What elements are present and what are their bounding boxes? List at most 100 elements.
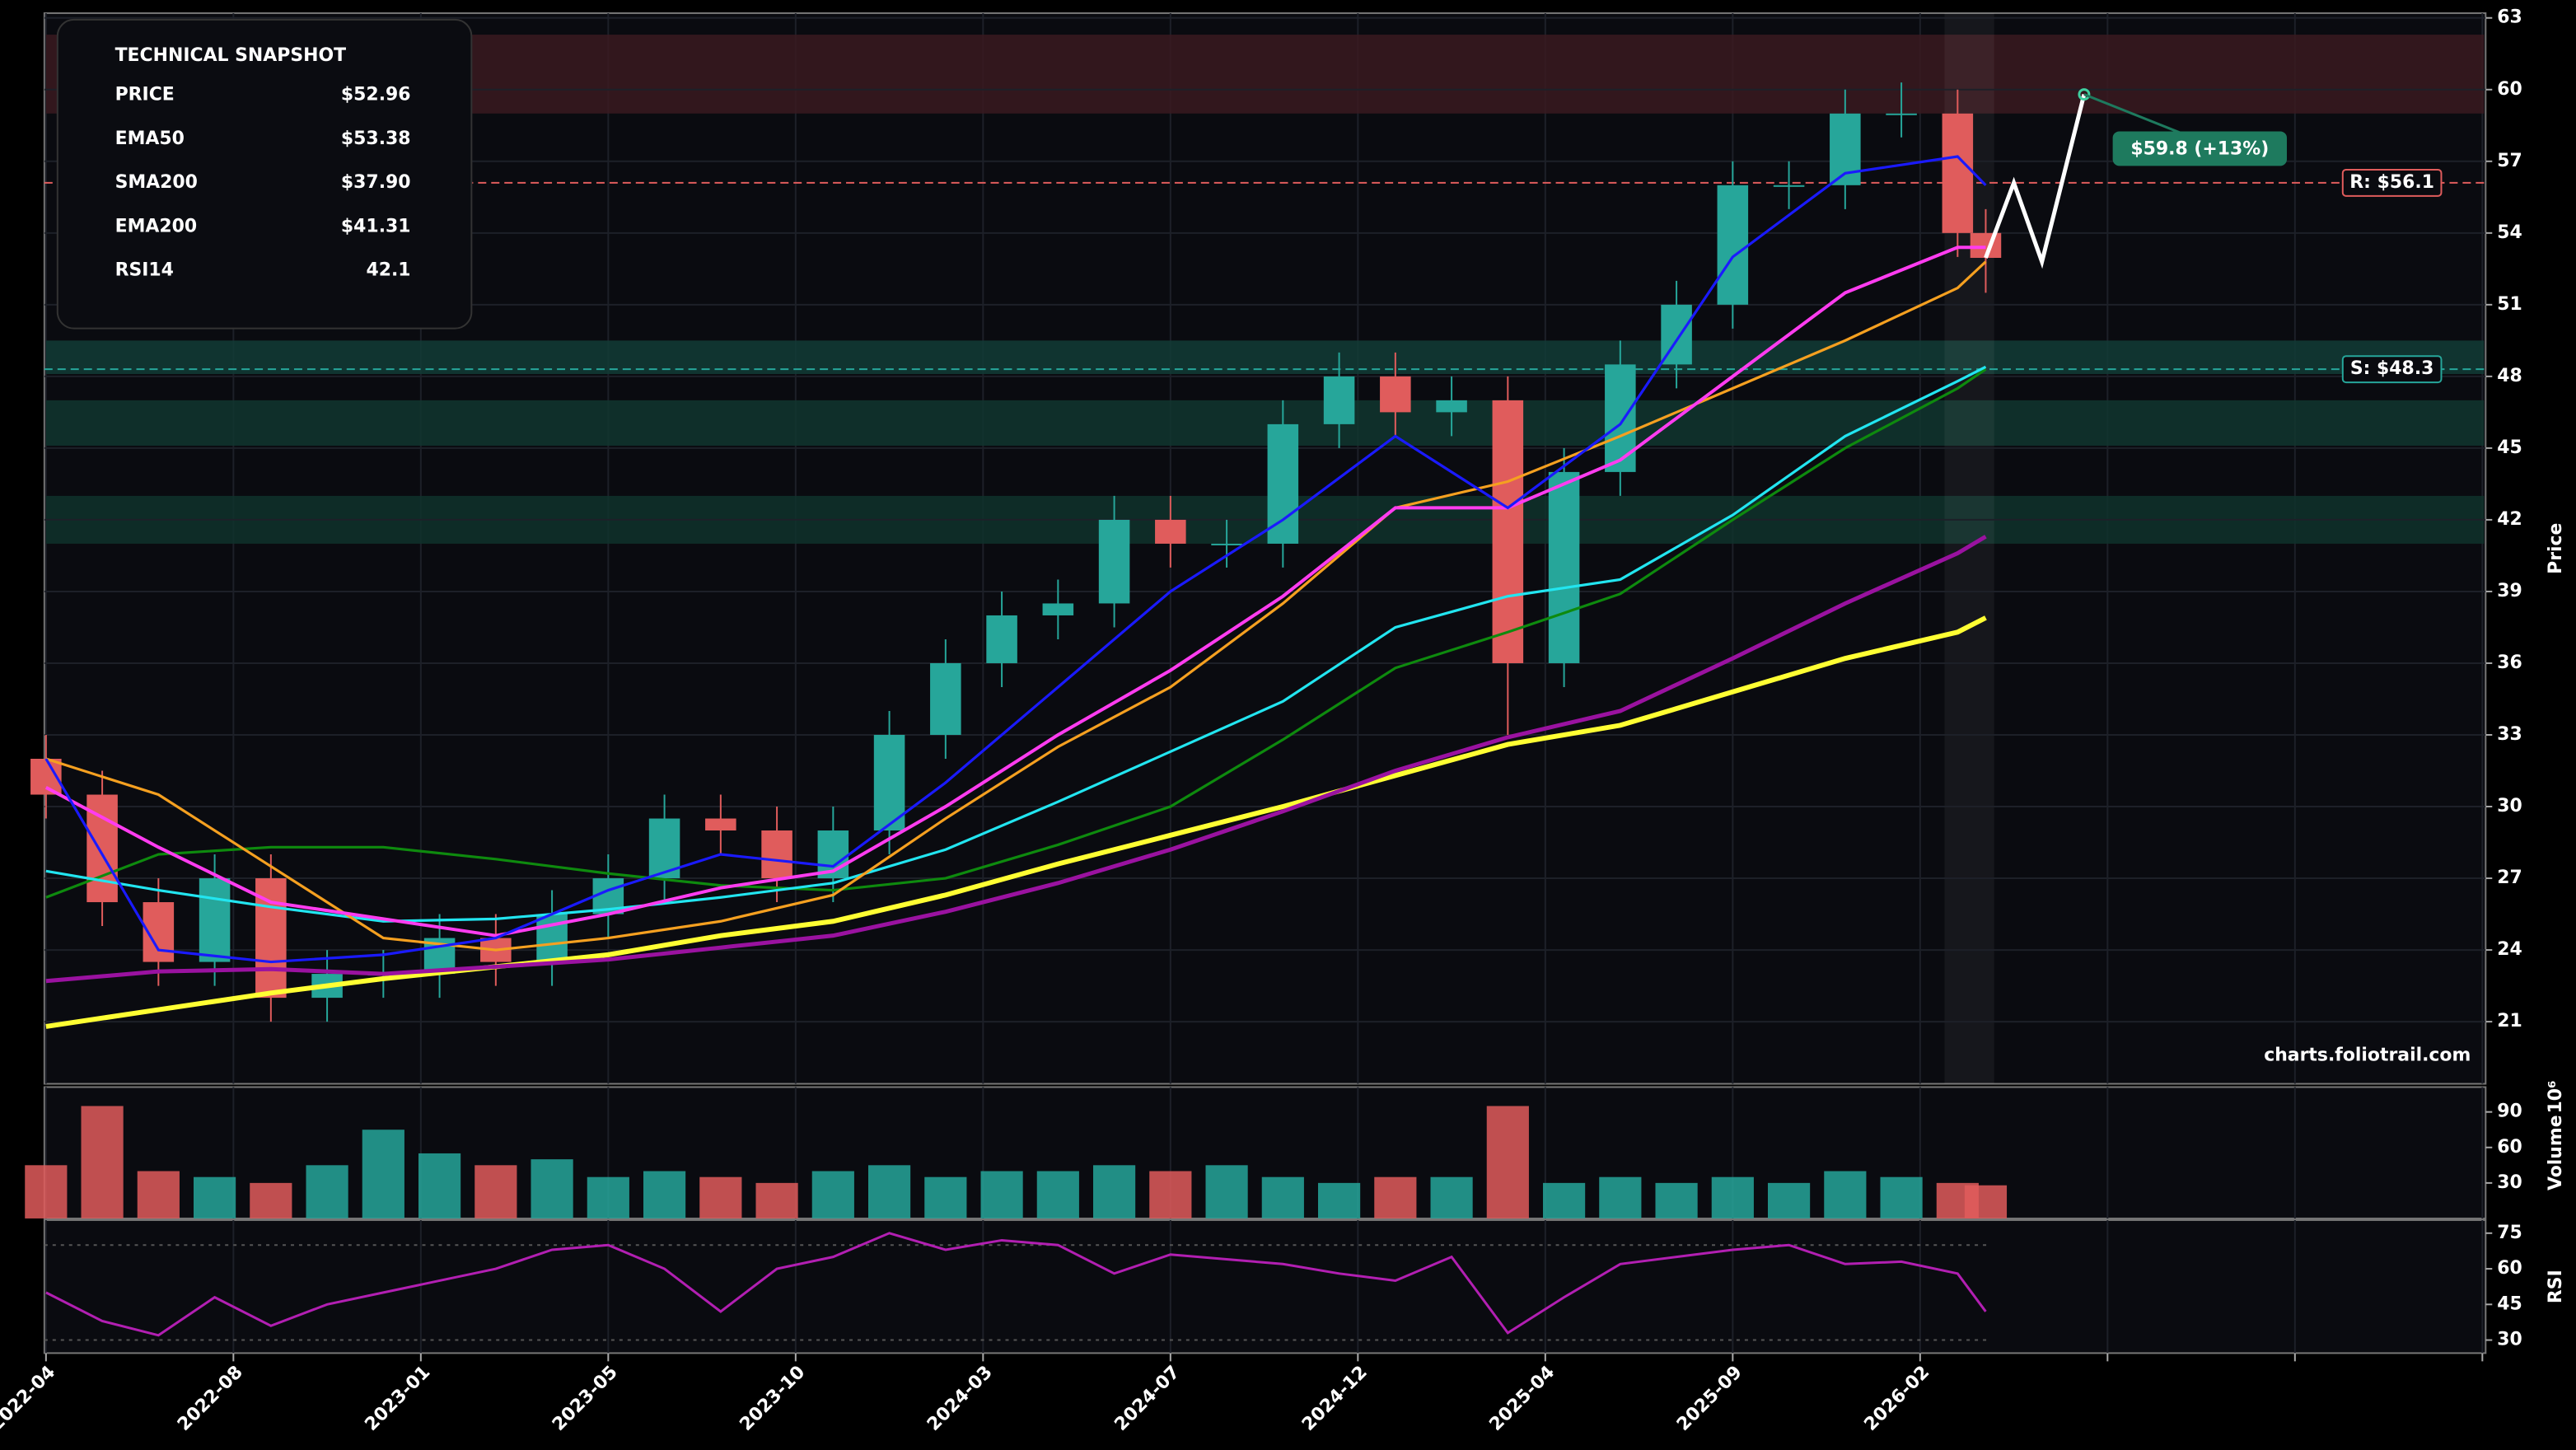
watermark: charts.foliotrail.com xyxy=(2264,1045,2471,1066)
snapshot-panel: TECHNICAL SNAPSHOT PRICE $52.96 EMA50 $53.38… xyxy=(56,18,473,330)
volume-bar xyxy=(1261,1176,1304,1218)
volume-bar xyxy=(1149,1171,1192,1218)
volume-bar xyxy=(1880,1176,1923,1218)
y-tick-label: 24 xyxy=(2497,939,2522,960)
volume-bar xyxy=(1374,1176,1417,1218)
y-tick-label: 42 xyxy=(2497,509,2522,530)
level-label: R: $56.1 xyxy=(2349,172,2434,193)
ma-line xyxy=(45,615,1987,1029)
y-tick-label: 48 xyxy=(2497,366,2522,386)
candle-body xyxy=(873,734,905,831)
y-tick-label: 51 xyxy=(2497,294,2522,315)
y-tick-label: 60 xyxy=(2497,79,2522,100)
volume-bar xyxy=(193,1176,236,1218)
snapshot-label: EMA200 xyxy=(115,216,198,236)
snapshot-value: $53.38 xyxy=(341,129,411,149)
snapshot-value: $37.90 xyxy=(341,172,411,193)
projection-line xyxy=(1984,93,2087,269)
y-axis-label: Price xyxy=(2546,523,2566,574)
y-tick-label: 27 xyxy=(2497,868,2522,888)
ma-line xyxy=(44,155,1987,964)
volume-bar xyxy=(137,1171,180,1218)
ma-line xyxy=(45,367,1987,899)
candle-body xyxy=(930,662,961,735)
candle-body xyxy=(1436,400,1467,413)
volume-scale-label: 10⁶ xyxy=(2546,1080,2566,1113)
snapshot-label: SMA200 xyxy=(115,172,198,193)
candle-body xyxy=(1548,471,1580,663)
volume-bar xyxy=(867,1165,911,1218)
candle-body xyxy=(1323,376,1355,424)
y-axis-label: Volume xyxy=(2546,1115,2566,1190)
snapshot-label: EMA50 xyxy=(115,129,185,149)
annotation-leader xyxy=(2083,93,2186,136)
snapshot-value: $52.96 xyxy=(341,85,411,105)
candle-body xyxy=(986,615,1017,663)
snapshot-box xyxy=(56,18,473,330)
candle-body xyxy=(1380,376,1411,413)
level-label: S: $48.3 xyxy=(2350,358,2434,379)
snapshot-value: 42.1 xyxy=(366,260,410,280)
volume-bar xyxy=(699,1176,742,1218)
volume-bar xyxy=(1599,1176,1642,1218)
y-tick-label: 63 xyxy=(2497,7,2522,28)
snapshot-value: $41.31 xyxy=(341,216,411,236)
level-label-box xyxy=(2341,168,2443,197)
volume-bar xyxy=(980,1171,1023,1218)
volume-bar xyxy=(1542,1182,1586,1218)
candle-body xyxy=(1492,400,1524,663)
candle-body xyxy=(1773,185,1805,187)
volume-bar xyxy=(81,1106,124,1218)
y-tick-label: 45 xyxy=(2497,1293,2522,1314)
y-tick-label: 30 xyxy=(2497,1172,2522,1193)
volume-bar xyxy=(811,1171,854,1218)
volume-bar xyxy=(1711,1176,1754,1218)
y-tick-label: 45 xyxy=(2497,437,2522,458)
volume-bar xyxy=(1430,1176,1473,1218)
projection-target xyxy=(2078,88,2091,101)
volume-bar xyxy=(25,1165,68,1218)
volume-bar xyxy=(1767,1182,1811,1218)
y-tick-label: 57 xyxy=(2497,151,2522,171)
level-label-box xyxy=(2341,355,2443,384)
volume-bar xyxy=(1036,1171,1079,1218)
candle-body xyxy=(1211,543,1242,545)
y-tick-label: 90 xyxy=(2497,1102,2522,1122)
volume-bar xyxy=(306,1165,348,1218)
candle-body xyxy=(1942,113,1974,233)
volume-bar xyxy=(755,1182,798,1218)
candle-body xyxy=(1886,113,1917,115)
candle-body xyxy=(761,830,792,879)
zone xyxy=(45,340,2485,374)
volume-bar xyxy=(250,1182,292,1218)
volume-bar xyxy=(1964,1185,2008,1218)
volume-bar xyxy=(1824,1171,1867,1218)
rsi-panel xyxy=(43,1218,2487,1354)
volume-bar xyxy=(531,1159,573,1218)
y-tick-label: 60 xyxy=(2497,1258,2522,1279)
candle-body xyxy=(1267,423,1299,544)
annotation-text: $59.8 (+13%) xyxy=(2130,138,2269,159)
volume-bar xyxy=(1486,1106,1529,1218)
volume-bar xyxy=(924,1176,967,1218)
y-tick-label: 21 xyxy=(2497,1011,2522,1031)
volume-bar xyxy=(643,1171,686,1218)
volume-bar xyxy=(587,1176,629,1218)
ma-line xyxy=(45,535,1987,984)
y-tick-label: 75 xyxy=(2497,1223,2522,1243)
volume-bar xyxy=(1317,1182,1361,1218)
candle-body xyxy=(1605,364,1636,472)
snapshot-title: TECHNICAL SNAPSHOT xyxy=(115,45,347,66)
candle-body xyxy=(1098,519,1130,604)
candle-body xyxy=(1042,603,1074,615)
ma-line xyxy=(45,365,1987,923)
volume-bar xyxy=(418,1153,461,1218)
snapshot-label: RSI14 xyxy=(115,260,174,280)
candle-body xyxy=(1717,185,1749,305)
y-tick-label: 39 xyxy=(2497,581,2522,601)
volume-bar xyxy=(362,1130,404,1218)
volume-bar xyxy=(1205,1165,1248,1218)
y-tick-label: 33 xyxy=(2497,724,2522,745)
